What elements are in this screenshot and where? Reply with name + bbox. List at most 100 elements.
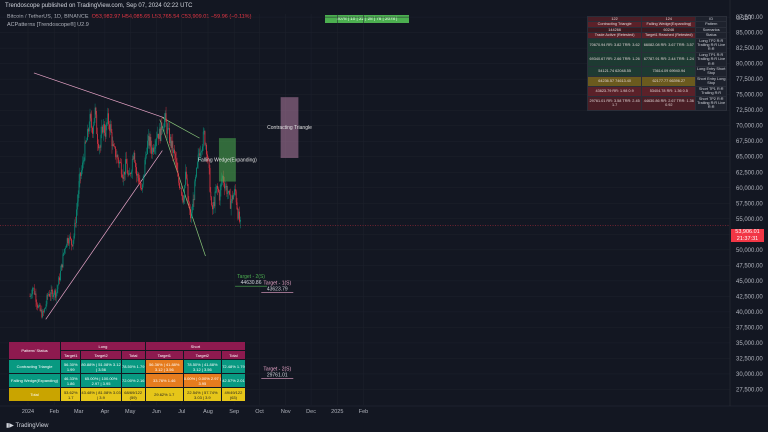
- candle-body: [185, 171, 187, 179]
- candle-body: [71, 244, 73, 246]
- info-cell: 64236.57 74613.40: [586, 75, 643, 87]
- target-label: Target - 1(S): [263, 280, 291, 286]
- candle-body: [225, 185, 227, 187]
- candle-body: [189, 206, 191, 209]
- candle-body: [73, 235, 75, 241]
- candle-body: [127, 173, 129, 175]
- candle-body: [202, 132, 204, 147]
- candle-body: [144, 160, 146, 175]
- candle-body: [193, 199, 195, 200]
- stats-header-group: Long: [60, 341, 146, 351]
- candle-body: [49, 296, 51, 297]
- stats-cell: 68/69/122 (59): [120, 387, 146, 402]
- candle-body: [135, 162, 136, 168]
- candle-body: [186, 178, 188, 185]
- candle-body: [151, 147, 153, 154]
- y-tick-label: 62,500.00: [736, 170, 763, 176]
- candle-body: [125, 159, 127, 164]
- stats-cell: 0.00% | 0.00% 2.97 | 3.95: [182, 373, 222, 388]
- y-tick-label: 32,500.00: [736, 356, 763, 362]
- candle-body: [169, 128, 170, 143]
- info-row: 54121.74 62048.55 73614.09 69940.94 Long E…: [586, 66, 727, 77]
- candle-body: [106, 123, 108, 125]
- candle-body: [142, 175, 144, 185]
- info-cell: Scenarios: [695, 26, 727, 34]
- info-cell: Status: [695, 32, 727, 39]
- candle-body: [166, 121, 168, 134]
- candle-body: [52, 291, 54, 298]
- info-cell: 67787.91 RR: 2.44 TRR: 1.24: [641, 51, 697, 68]
- candle-body: [103, 124, 104, 133]
- candle-body: [92, 127, 93, 134]
- zone-box: [280, 97, 299, 158]
- candle-body: [187, 184, 189, 201]
- candle-body: [208, 160, 210, 168]
- y-tick-label: 57,500.00: [736, 201, 763, 207]
- y-tick-label: 80,000.00: [736, 62, 763, 68]
- info-cell: 70670.94 RR: 3.82 TRR: 3.62: [586, 37, 643, 53]
- candle-body: [45, 304, 47, 308]
- candle-body: [37, 304, 38, 308]
- candle-body: [167, 128, 169, 134]
- candle-body: [236, 202, 238, 210]
- date-box: 2078 | 10 | 22 | 28 | 78 | 2078 |: [325, 15, 409, 23]
- stats-cell: 72.00% 2.16: [120, 373, 146, 388]
- candle-body: [174, 153, 176, 159]
- candle-body: [55, 290, 56, 298]
- candle-body: [41, 310, 43, 318]
- candle-body: [111, 132, 113, 147]
- candle-body: [150, 137, 152, 148]
- candle-body: [207, 154, 208, 159]
- x-tick-label: Aug: [203, 409, 213, 415]
- candle-body: [62, 254, 64, 268]
- candle-body: [104, 132, 106, 137]
- candle-body: [230, 201, 232, 209]
- candle-body: [214, 191, 216, 207]
- stats-header-pattern: Pattern/ Status: [7, 341, 62, 360]
- candle-body: [116, 155, 118, 157]
- y-tick-label: 42,500.00: [736, 294, 763, 300]
- candle-body: [120, 162, 122, 175]
- stats-header-cell: Target1: [60, 350, 82, 360]
- candle-body: [34, 293, 36, 295]
- candles: [0, 103, 730, 319]
- candle-body: [104, 124, 105, 133]
- stats-header-cell: Total: [220, 350, 247, 360]
- info-cell: 53404.78 RR: 1.36 0.5: [641, 85, 697, 97]
- candle-body: [126, 163, 128, 174]
- zone-label: Falling Wedge(Expanding): [198, 157, 257, 163]
- candle-body: [169, 136, 171, 143]
- candle-body: [213, 202, 215, 207]
- candle-body: [91, 118, 93, 128]
- candle-body: [164, 113, 166, 120]
- candle-body: [50, 289, 52, 297]
- y-tick-label: 40,000.00: [736, 310, 763, 316]
- candle-body: [63, 252, 65, 255]
- candle-body: [211, 197, 213, 206]
- candle-body: [164, 119, 165, 128]
- zones: Falling Wedge(Expanding) Contracting Tria…: [198, 97, 312, 182]
- targets: Target - 2(S)44630.86 Target - 1(S)43623.…: [235, 274, 294, 379]
- info-row: Trade Active (Retested) Target1 Reached (…: [586, 32, 727, 39]
- candle-body: [233, 194, 234, 200]
- candle-body: [234, 189, 236, 192]
- candle-body: [174, 149, 175, 154]
- footer-brand: TradingView: [15, 423, 49, 429]
- candle-body: [159, 128, 161, 142]
- candle-body: [86, 140, 87, 143]
- candle-body: [55, 292, 57, 298]
- candle-body: [85, 141, 87, 143]
- x-tick-label: Dec: [306, 409, 316, 415]
- candle-body: [46, 295, 48, 305]
- candle-body: [145, 155, 147, 161]
- candle-body: [128, 174, 130, 176]
- currency-label: USDT: [736, 16, 753, 22]
- candle-body: [124, 171, 125, 175]
- candle-body: [180, 187, 182, 193]
- candle-body: [173, 149, 174, 153]
- candle-body: [219, 190, 221, 201]
- candle-body: [44, 307, 46, 309]
- candle-body: [65, 244, 67, 248]
- info-cell: 44630.86 RR: 2.67 TRR: 1.36 0.92: [641, 95, 697, 111]
- candle-body: [156, 137, 158, 141]
